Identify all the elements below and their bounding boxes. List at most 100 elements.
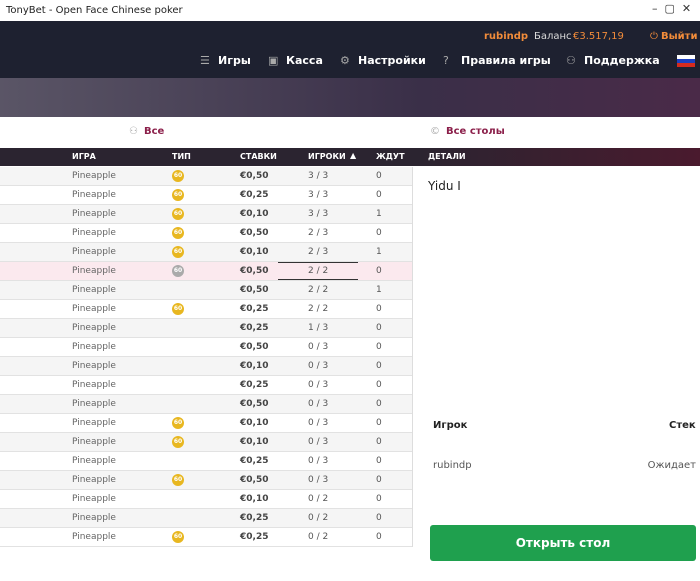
- table-row[interactable]: Pineapple €0,10 0 / 2 0: [0, 490, 412, 509]
- players: 0 / 3: [308, 342, 329, 352]
- type-badge: 60: [172, 436, 184, 448]
- tab[interactable]: Все: [144, 126, 165, 137]
- table-body: Pineapple 60 €0,50 3 / 3 0 Pineapple 60 €0,25 3 …: [0, 167, 413, 547]
- column-header[interactable]: СТАВКИ: [240, 152, 277, 161]
- stack-col: Стек: [669, 420, 696, 431]
- table-row[interactable]: Pineapple €0,25 0 / 3 0: [0, 376, 412, 395]
- waiting: 0: [376, 266, 382, 276]
- table-header: ИГРА ТИП СТАВКИ ИГРОКИ ЖДУТ ▲ ДЕТАЛИ: [0, 148, 700, 166]
- nav-icon: ▣: [268, 54, 279, 67]
- table-row[interactable]: Pineapple 60 €0,25 3 / 3 0: [0, 186, 412, 205]
- game: Pineapple: [72, 209, 116, 219]
- stake: €0,25: [240, 304, 269, 314]
- waiting: 0: [376, 323, 382, 333]
- balance: €3.517,19: [573, 31, 624, 42]
- table-row[interactable]: Pineapple 60 €0,10 3 / 3 1: [0, 205, 412, 224]
- stake: €0,25: [240, 190, 269, 200]
- column-header[interactable]: ИГРОКИ: [308, 152, 346, 161]
- logout-icon: ⏻: [650, 31, 658, 42]
- waiting: 1: [376, 247, 382, 257]
- table-row[interactable]: Pineapple 60 €0,50 0 / 3 0: [0, 471, 412, 490]
- players: 3 / 3: [308, 171, 329, 181]
- table-row[interactable]: Pineapple €0,10 0 / 3 0: [0, 357, 412, 376]
- open-table-button[interactable]: Открыть стол: [430, 525, 696, 561]
- column-header[interactable]: ИГРА: [72, 152, 96, 161]
- nav-item[interactable]: Касса: [286, 54, 323, 67]
- table-name: Yidu I: [428, 179, 461, 193]
- stake: €0,50: [240, 285, 269, 295]
- stake: €0,50: [240, 266, 269, 276]
- waiting: 0: [376, 513, 382, 523]
- table-row[interactable]: Pineapple €0,50 0 / 3 0: [0, 338, 412, 357]
- window-controls[interactable]: – ▢ ✕: [652, 2, 692, 15]
- waiting: 1: [376, 209, 382, 219]
- stake: €0,25: [240, 513, 269, 523]
- game: Pineapple: [72, 361, 116, 371]
- game: Pineapple: [72, 285, 116, 295]
- stake: €0,50: [240, 342, 269, 352]
- flag[interactable]: [677, 55, 695, 67]
- table-row[interactable]: Pineapple €0,50 0 / 3 0: [0, 395, 412, 414]
- player-col: Игрок: [433, 420, 468, 431]
- waiting: 0: [376, 361, 382, 371]
- window-title: TonyBet - Open Face Chinese poker: [6, 5, 183, 16]
- game: Pineapple: [72, 513, 116, 523]
- table-row[interactable]: Pineapple 60 €0,25 0 / 2 0: [0, 528, 412, 547]
- waiting: 0: [376, 437, 382, 447]
- waiting: 0: [376, 494, 382, 504]
- table-row[interactable]: Pineapple €0,50 2 / 2 1: [0, 281, 412, 300]
- username: rubindp: [484, 31, 529, 42]
- nav-item[interactable]: Поддержка: [584, 54, 660, 67]
- table-row[interactable]: Pineapple 60 €0,10 0 / 3 0: [0, 414, 412, 433]
- logout[interactable]: Выйти: [661, 31, 698, 42]
- stake: €0,25: [240, 456, 269, 466]
- waiting: 0: [376, 342, 382, 352]
- waiting: 1: [376, 285, 382, 295]
- players: 0 / 3: [308, 437, 329, 447]
- type-badge: 60: [172, 246, 184, 258]
- column-header[interactable]: ТИП: [172, 152, 191, 161]
- game: Pineapple: [72, 228, 116, 238]
- waiting: 0: [376, 304, 382, 314]
- waiting: 0: [376, 456, 382, 466]
- tab[interactable]: Все столы: [446, 126, 505, 137]
- game: Pineapple: [72, 266, 116, 276]
- game: Pineapple: [72, 342, 116, 352]
- table-row[interactable]: Pineapple 60 €0,50 3 / 3 0: [0, 167, 412, 186]
- game: Pineapple: [72, 190, 116, 200]
- waiting: 0: [376, 190, 382, 200]
- table-row[interactable]: Pineapple 60 €0,25 2 / 2 0: [0, 300, 412, 319]
- nav-item[interactable]: Правила игры: [461, 54, 551, 67]
- column-header[interactable]: ЖДУТ: [376, 152, 405, 161]
- nav-item[interactable]: Игры: [218, 54, 251, 67]
- table-row[interactable]: Pineapple 60 €0,10 0 / 3 0: [0, 433, 412, 452]
- players: 0 / 3: [308, 380, 329, 390]
- game: Pineapple: [72, 437, 116, 447]
- nav-item[interactable]: Настройки: [358, 54, 426, 67]
- players: 0 / 3: [308, 456, 329, 466]
- table-row[interactable]: Pineapple €0,25 0 / 2 0: [0, 509, 412, 528]
- table-row[interactable]: Pineapple 60 €0,10 2 / 3 1: [0, 243, 412, 262]
- nav-icon: ⚙: [340, 54, 350, 67]
- table-row[interactable]: Pineapple 60 €0,50 2 / 3 0: [0, 224, 412, 243]
- game: Pineapple: [72, 475, 116, 485]
- game: Pineapple: [72, 532, 116, 542]
- players: 0 / 3: [308, 399, 329, 409]
- players: 2 / 2: [308, 285, 329, 295]
- type-badge: 60: [172, 189, 184, 201]
- type-badge: 60: [172, 227, 184, 239]
- stake: €0,25: [240, 532, 269, 542]
- balance-label: Баланс: [534, 31, 572, 42]
- player-status: Ожидает: [647, 460, 696, 471]
- table-row[interactable]: Pineapple €0,25 0 / 3 0: [0, 452, 412, 471]
- type-badge: 60: [172, 170, 184, 182]
- nav-icon: ?: [443, 54, 449, 67]
- players: 0 / 3: [308, 361, 329, 371]
- table-row[interactable]: Pineapple 60 €0,50 2 / 2 0: [0, 262, 412, 281]
- table-row[interactable]: Pineapple €0,25 1 / 3 0: [0, 319, 412, 338]
- players: 2 / 2: [308, 304, 329, 314]
- banner: [0, 78, 700, 117]
- stake: €0,10: [240, 247, 269, 257]
- game: Pineapple: [72, 494, 116, 504]
- players: 1 / 3: [308, 323, 329, 333]
